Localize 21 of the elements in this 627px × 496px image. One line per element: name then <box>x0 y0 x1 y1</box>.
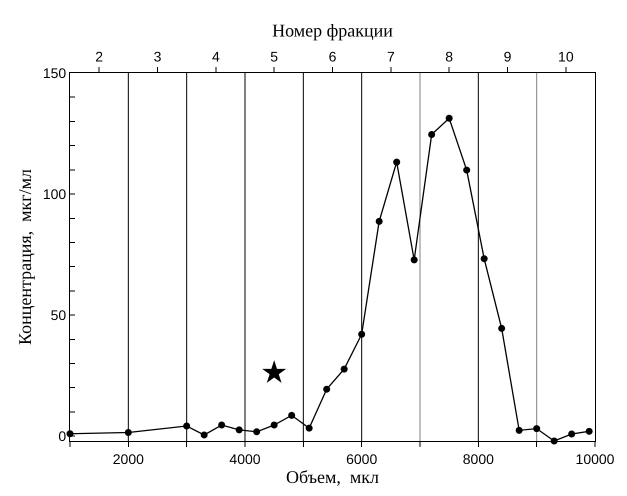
x2-tick-label: 7 <box>386 48 395 64</box>
x-tick-label: 8000 <box>462 450 494 467</box>
y-tick-label: 150 <box>42 64 66 81</box>
x2-axis-title: Номер фракции <box>272 20 394 41</box>
x-axis-title: Объем, мкл <box>286 466 380 487</box>
x2-tick-label: 9 <box>504 48 512 64</box>
x2-tick-label: 6 <box>328 48 337 64</box>
x-tick-label: 6000 <box>346 450 378 467</box>
x2-tick-label: 8 <box>445 48 454 64</box>
x2-tick-label: 10 <box>558 48 574 64</box>
y-tick-label: 100 <box>42 186 66 202</box>
x-tick-label: 4000 <box>229 450 261 467</box>
x2-tick-label: 2 <box>95 48 104 64</box>
x2-tick-label: 5 <box>270 48 278 64</box>
x-tick-label: 2000 <box>112 450 144 467</box>
y-tick-label: 0 <box>58 428 66 444</box>
x-tick-label: 10000 <box>576 450 615 467</box>
y-axis-title: Концентрация, мкг/мл <box>15 168 36 346</box>
x2-tick-label: 3 <box>154 48 162 64</box>
y-tick-label: 50 <box>50 307 66 324</box>
x2-tick-label: 4 <box>212 48 220 64</box>
